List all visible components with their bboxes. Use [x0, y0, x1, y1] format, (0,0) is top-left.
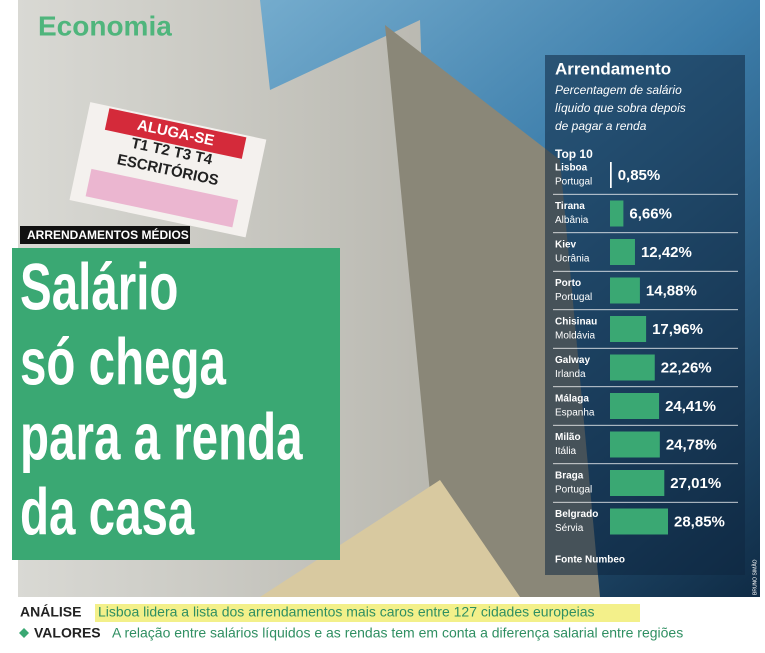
bar: [610, 470, 665, 496]
headline: da casa: [20, 476, 195, 549]
bar: [610, 200, 624, 227]
bullet: [19, 628, 29, 638]
headline-line: Salário: [20, 251, 178, 324]
value-label: 17,96%: [652, 321, 703, 338]
bar: [610, 162, 612, 188]
chart-label: Top 10: [555, 147, 593, 161]
headline-box: [12, 248, 340, 560]
headline: para a renda: [20, 401, 303, 474]
headline: só chega: [20, 326, 227, 399]
country-label: Portugal: [555, 485, 592, 496]
country-label: Moldávia: [555, 331, 595, 342]
kicker-box: [20, 226, 190, 244]
city-label: Lisboa: [555, 163, 588, 174]
country-label: Sérvia: [555, 523, 584, 534]
city-label: Milão: [555, 432, 581, 443]
country-label: Albânia: [555, 215, 589, 226]
source: Fonte Numbeo: [555, 555, 625, 566]
value-label: 0,85%: [618, 167, 661, 184]
value-label: 28,85%: [674, 513, 725, 530]
value-label: 24,41%: [665, 398, 716, 415]
chart-subtitle: Percentagem de salário: [555, 83, 682, 97]
bar: [610, 393, 660, 419]
country-label: Itália: [555, 446, 577, 457]
bar: [610, 431, 660, 458]
city-label: Braga: [555, 471, 584, 482]
headline-line: só chega: [20, 326, 227, 399]
value-label: 6,66%: [629, 205, 672, 222]
country-label: Portugal: [555, 292, 592, 303]
bar: [610, 277, 640, 304]
headline-line: para a renda: [20, 401, 303, 474]
city-label: Belgrado: [555, 509, 598, 520]
chart-subtitle: líquido que sobra depois: [555, 101, 686, 115]
highlight: [95, 604, 640, 622]
value-label: 14,88%: [646, 282, 697, 299]
city-label: Tirana: [555, 201, 585, 212]
footer-label: VALORES: [34, 625, 101, 641]
headline: Salário: [20, 251, 178, 324]
chart-title: Arrendamento: [555, 59, 671, 78]
city-label: Galway: [555, 355, 590, 366]
kicker: ARRENDAMENTOS MÉDIOS: [27, 227, 189, 242]
sign-banner: [104, 108, 247, 159]
bar: [610, 239, 635, 265]
headline-line: da casa: [20, 476, 195, 549]
value-label: 27,01%: [670, 475, 721, 492]
value-label: 12,42%: [641, 244, 692, 261]
city-label: Chisinau: [555, 317, 597, 328]
country-label: Irlanda: [555, 369, 586, 380]
country-label: Ucrânia: [555, 254, 590, 265]
bar: [610, 354, 655, 381]
city-label: Málaga: [555, 394, 589, 405]
footer-text: Lisboa lidera a lista dos arrendamentos …: [98, 604, 595, 620]
footer-text: A relação entre salários líquidos e as r…: [112, 625, 683, 641]
value-label: 22,26%: [661, 359, 712, 376]
building-base: [260, 480, 520, 597]
chart-subtitle: de pagar a renda: [555, 119, 647, 133]
city-label: Porto: [555, 278, 581, 289]
footer-label: ANÁLISE: [20, 604, 81, 620]
country-label: Portugal: [555, 177, 592, 188]
bar: [610, 316, 647, 342]
value-label: 24,78%: [666, 436, 717, 453]
city-label: Kiev: [555, 240, 577, 251]
section-title: Economia: [38, 10, 172, 41]
bar: [610, 508, 668, 535]
sign-blur: [85, 168, 239, 228]
photo-credit: BRUNO SIMÃO: [751, 559, 758, 595]
country-label: Espanha: [555, 408, 595, 419]
